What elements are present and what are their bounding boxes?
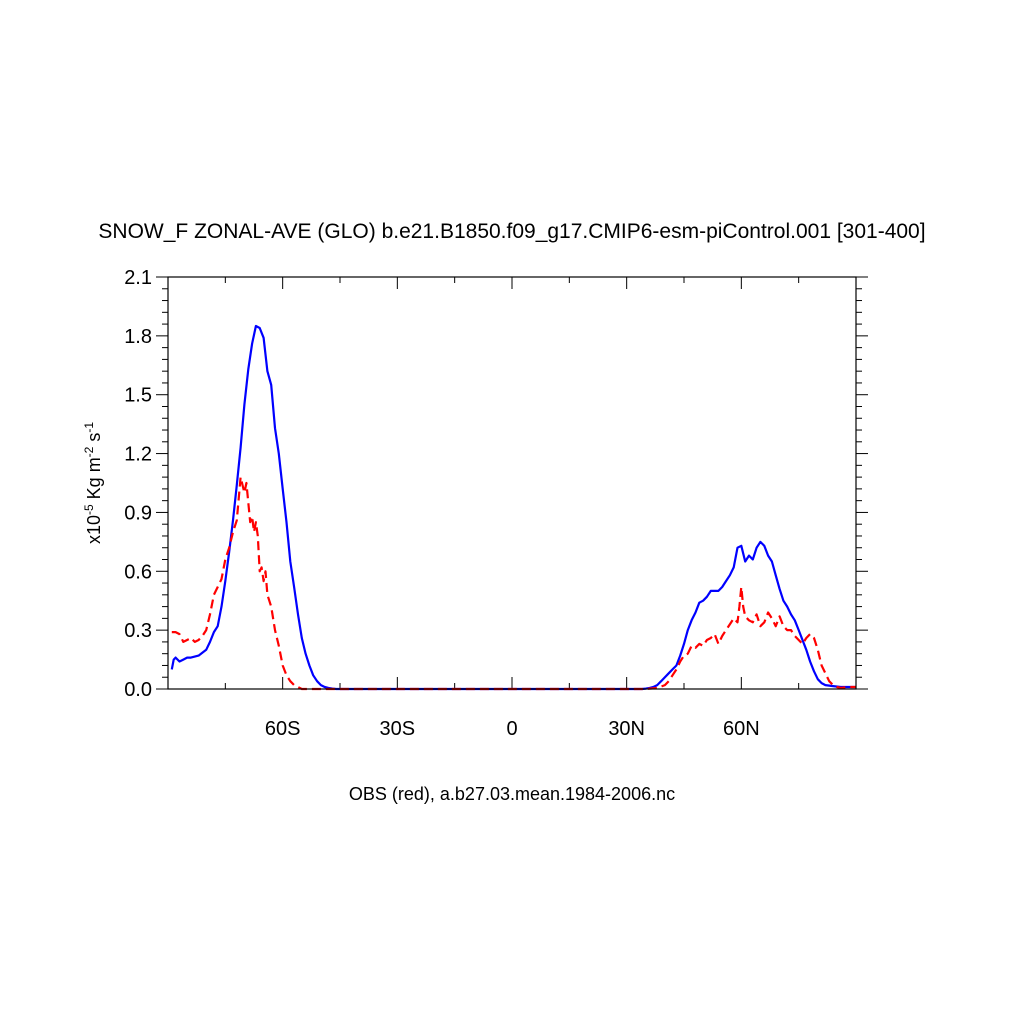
- series-line-0: [170, 324, 856, 691]
- y-tick-label: 0.3: [124, 620, 152, 642]
- x-tick-label: 60N: [723, 718, 760, 740]
- y-tick-label: 0.9: [124, 502, 152, 524]
- y-tick-label: 1.2: [124, 444, 152, 466]
- y-tick-label: 1.5: [124, 385, 152, 407]
- x-tick-label: 60S: [265, 718, 301, 740]
- x-tick-label: 30S: [380, 718, 416, 740]
- chart-title: SNOW_F ZONAL-AVE (GLO) b.e21.B1850.f09_g…: [98, 220, 926, 243]
- tick-marks: [156, 276, 868, 690]
- plot-frame: [167, 276, 857, 690]
- y-tick-label: 2.1: [124, 267, 152, 289]
- y-axis-label: x10-5 Kg m-2 s-1: [82, 422, 104, 544]
- x-tick-label: 30N: [608, 718, 645, 740]
- y-tick-label: 0.6: [124, 561, 152, 583]
- y-tick-label: 0.0: [124, 679, 152, 701]
- series-line-1: [171, 476, 856, 691]
- tick-labels: 60S 30S 0 30N 60N 0.0 0.3 0.6 0.9 1.2 1.5 1.8 2.1: [124, 267, 759, 740]
- y-tick-label: 1.8: [124, 326, 152, 348]
- chart-subtitle: OBS (red), a.b27.03.mean.1984-2006.nc: [348, 784, 676, 804]
- series-layer: [170, 324, 856, 691]
- x-tick-label: 0: [506, 718, 517, 740]
